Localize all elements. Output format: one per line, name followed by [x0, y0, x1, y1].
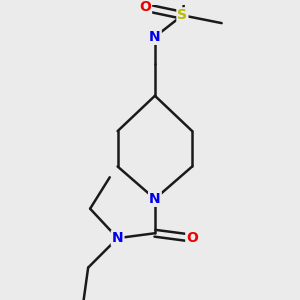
Text: S: S — [177, 8, 188, 22]
Text: N: N — [112, 231, 123, 245]
Text: N: N — [149, 30, 161, 44]
Text: O: O — [186, 231, 198, 245]
Text: O: O — [139, 0, 151, 14]
Text: N: N — [149, 192, 161, 206]
